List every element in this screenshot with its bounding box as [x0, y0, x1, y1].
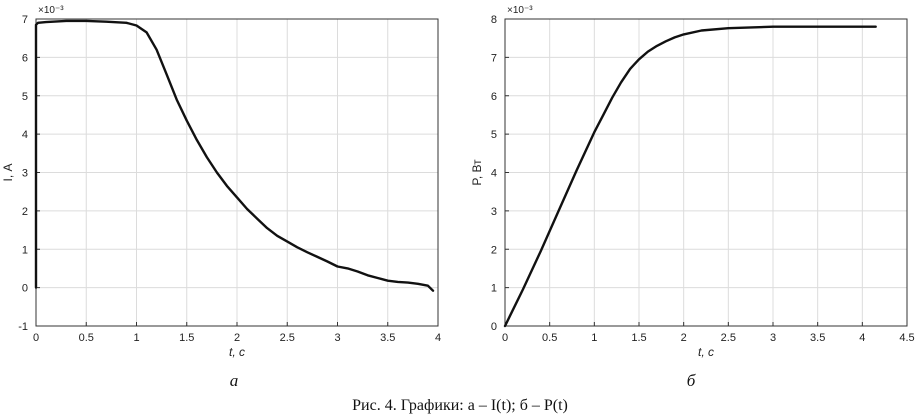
panel-a-ytick-label-8: 7	[22, 14, 28, 26]
panel-b-xtick-label-1: 0.5	[542, 332, 557, 344]
panel-b-ytick-label-7: 7	[491, 52, 497, 64]
panel-b-xtick-label-8: 4	[859, 332, 865, 344]
panel-b-label: б	[687, 371, 696, 390]
panel-b-ytick-label-0: 0	[491, 321, 497, 333]
panel-a-xtick-label-0: 0	[33, 332, 39, 344]
panel-a-xtick-label-6: 3	[334, 332, 340, 344]
figure-caption: Рис. 4. Графики: а – I(t); б – P(t)	[352, 397, 568, 414]
panel-a-xtick-label-3: 1.5	[179, 332, 194, 344]
panel-b-xtick-label-4: 2	[681, 332, 687, 344]
panel-a-label: а	[230, 371, 239, 390]
panel-a-xtick-label-4: 2	[234, 332, 240, 344]
panel-a-ytick-label-3: 2	[22, 206, 28, 218]
panel-a-xtick-label-1: 0.5	[79, 332, 94, 344]
panel-b-ytick-label-4: 4	[491, 168, 497, 180]
panel-b-ytick-label-5: 5	[491, 129, 497, 141]
panel-a-x-axis-label: t, с	[229, 345, 245, 359]
panel-a-ytick-label-2: 1	[22, 244, 28, 256]
panel-b-ytick-label-6: 6	[491, 91, 497, 103]
panel-b-xtick-label-7: 3.5	[810, 332, 825, 344]
panel-b-xtick-label-5: 2.5	[721, 332, 736, 344]
panel-b-xtick-label-6: 3	[770, 332, 776, 344]
panel-b-ytick-label-1: 1	[491, 283, 497, 295]
panel-a-xtick-label-5: 2.5	[280, 332, 295, 344]
panel-a-xtick-label-2: 1	[133, 332, 139, 344]
panel-b-y-axis-label: P, Вт	[470, 159, 484, 186]
panel-b-ytick-label-3: 3	[491, 206, 497, 218]
chart-panel-a: 0 0.5 1 1.5 2 2.5 3 3.5 4 -1 0 1 2 3 4 5 6 7 ×10⁻³ t, с I, А	[1, 5, 441, 359]
panel-b-xtick-label-2: 1	[591, 332, 597, 344]
panel-b-xtick-label-9: 4.5	[899, 332, 914, 344]
panel-b-xtick-label-0: 0	[502, 332, 508, 344]
panel-a-y-axis-label: I, А	[1, 163, 15, 181]
panel-a-y-exponent: ×10⁻³	[38, 5, 64, 16]
panel-a-ytick-label-6: 5	[22, 91, 28, 103]
panel-b-x-axis-label: t, с	[698, 345, 714, 359]
panel-a-ytick-label-7: 6	[22, 52, 28, 64]
panel-b-ytick-label-2: 2	[491, 244, 497, 256]
panel-a-ytick-label-5: 4	[22, 129, 28, 141]
panel-b-xtick-label-3: 1.5	[631, 332, 646, 344]
panel-a-xtick-label-7: 3.5	[380, 332, 395, 344]
panel-a-ytick-label-1: 0	[22, 283, 28, 295]
panel-b-ytick-label-8: 8	[491, 14, 497, 26]
panel-b-y-exponent: ×10⁻³	[507, 5, 533, 16]
panel-a-ytick-label-4: 3	[22, 168, 28, 180]
chart-panel-b: 0 0.5 1 1.5 2 2.5 3 3.5 4 4.5 0 1 2 3 4 5 6 7 8 ×10⁻³ t, с P,…	[470, 5, 915, 359]
panel-a-ytick-label-0: -1	[18, 321, 28, 333]
panel-a-series-line-0	[34, 19, 435, 292]
panel-a-xtick-label-8: 4	[435, 332, 441, 344]
panel-b-series-line-0	[503, 25, 877, 328]
